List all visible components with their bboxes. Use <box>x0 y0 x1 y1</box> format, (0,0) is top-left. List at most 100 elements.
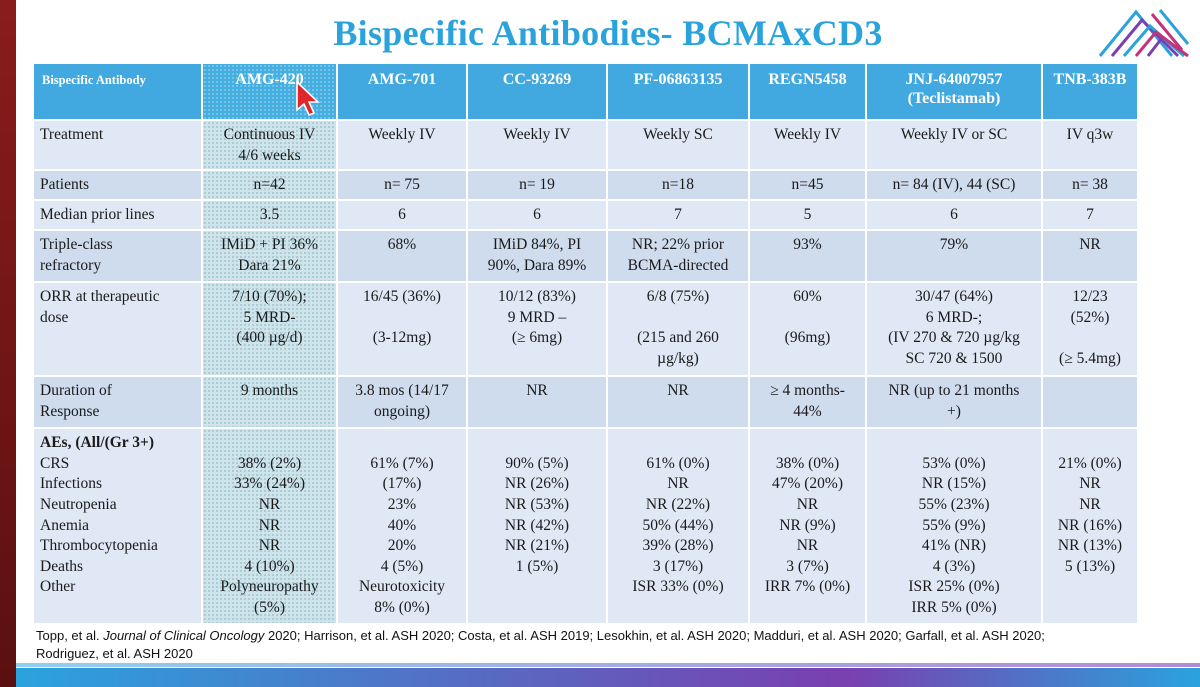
table-cell: 90% (5%) NR (26%) NR (53%) NR (42%) NR (21%)… <box>467 428 608 626</box>
cell-line: NR <box>258 537 281 555</box>
table-cell: Weekly IV <box>749 120 867 172</box>
cell-line: NR (16%) <box>1057 516 1123 534</box>
cell-line: 6 <box>398 206 406 224</box>
row-label-line: Other <box>40 578 76 596</box>
cell-line: (≥ 6mg) <box>511 329 563 347</box>
cell-line: 93% <box>793 236 822 254</box>
cell-line: NR (42%) <box>504 516 570 534</box>
header-row: Bispecific Antibody AMG-420 AMG-701 CC-932… <box>34 64 1139 121</box>
cell-line: 7 <box>1086 206 1094 224</box>
column-header-6: TNB-383B <box>1042 64 1139 121</box>
column-header-4: REGN5458 <box>749 64 867 121</box>
cell-line: NR (15%) <box>921 475 987 493</box>
table-cell: IMiD + PI 36% Dara 21% <box>202 230 338 284</box>
footer-bar <box>16 668 1200 687</box>
cell-line: Neurotoxicity <box>358 578 446 596</box>
cell-line: (215 and 260 <box>637 329 719 347</box>
cell-line: 61% (7%) <box>370 454 434 472</box>
row-label-line: Response <box>40 402 100 420</box>
row-label-line: Deaths <box>40 557 84 575</box>
row-label-line: refractory <box>40 256 102 274</box>
cell-line: (96mg) <box>784 329 831 347</box>
table-cell: 9 months <box>202 376 338 430</box>
cell-line: 6 <box>950 206 958 224</box>
comparison-table: Bispecific Antibody AMG-420 AMG-701 CC-932… <box>34 64 1139 626</box>
table-cell: n= 84 (IV), 44 (SC) <box>866 170 1043 202</box>
table-cell: 6 <box>337 200 468 232</box>
column-header-line: CC-93269 <box>502 71 572 88</box>
cell-line: IMiD + PI 36% <box>220 236 318 254</box>
cell-line: n= 84 (IV), 44 (SC) <box>892 176 1016 194</box>
row-label: Triple-class refractory <box>34 230 203 284</box>
cell-line: NR <box>667 475 689 493</box>
cell-line: IV q3w <box>1066 126 1114 143</box>
footer-accent <box>16 663 1200 667</box>
cell-line: 1 (5%) <box>515 557 559 575</box>
cell-line: 9 months <box>240 382 299 400</box>
table-cell: Weekly IV <box>467 120 608 172</box>
cell-line: (400 µg/d) <box>236 329 303 347</box>
cell-line: NR <box>667 382 689 400</box>
table-cell: n= 75 <box>337 170 468 202</box>
table-cell: Weekly IV <box>337 120 468 172</box>
reference-text-3: Rodriguez, et al. ASH 2020 <box>36 646 193 661</box>
cell-line: 16/45 (36%) <box>363 288 441 306</box>
table-cell: 53% (0%) NR (15%) 55% (23%) 55% (9%) 41% (NR… <box>866 428 1043 626</box>
table-cell: 60% (96mg) <box>749 282 867 378</box>
row-label-line: Anemia <box>40 516 90 534</box>
cell-line: +) <box>947 402 961 420</box>
cell-line: NR (22%) <box>645 495 711 513</box>
row-label-line: Patients <box>40 176 90 194</box>
table-cell: n=45 <box>749 170 867 202</box>
cell-line: 38% (2%) <box>237 454 302 472</box>
row-label-line: Thrombocytopenia <box>40 537 158 555</box>
cell-line: ongoing) <box>374 402 430 420</box>
cell-line: n= 19 <box>519 176 555 194</box>
references: Topp, et al. Journal of Clinical Oncolog… <box>36 627 1196 663</box>
cell-line: NR <box>258 495 281 513</box>
table-cell: 10/12 (83%) 9 MRD – (≥ 6mg) <box>467 282 608 378</box>
cell-line: BCMA-directed <box>627 256 729 274</box>
cell-line: 33% (24%) <box>233 475 306 493</box>
cell-line: ISR 33% (0%) <box>632 578 724 596</box>
cell-line: NR <box>796 537 819 555</box>
cell-line: 55% (9%) <box>922 516 986 534</box>
journal-name: Journal of Clinical Oncology <box>103 628 265 643</box>
table-cell: IV q3w <box>1042 120 1139 172</box>
table-cell: Weekly SC <box>607 120 750 172</box>
cell-line: NR; 22% prior <box>631 236 725 254</box>
cell-line: 90% (5%) <box>505 454 569 472</box>
mouse-pointer-icon <box>296 80 320 117</box>
row-label-line: Treatment <box>40 126 104 143</box>
table-row: Median prior lines 3.5 6 6 7 5 6 7 <box>34 200 1139 232</box>
row-label: ORR at therapeutic dose <box>34 282 203 378</box>
cell-line: Polyneuropathy <box>220 578 319 596</box>
cell-line: Weekly IV <box>503 126 571 143</box>
cell-line: 4 (5%) <box>380 557 424 575</box>
cell-line: NR (26%) <box>504 475 570 493</box>
column-header-line: TNB-383B <box>1053 71 1127 88</box>
cell-line: 7 <box>674 206 682 224</box>
table-cell: 6 <box>467 200 608 232</box>
table-cell: n=18 <box>607 170 750 202</box>
cell-line: SC 720 & 1500 <box>905 349 1003 367</box>
row-label-line: Triple-class <box>40 236 113 254</box>
table-cell: NR <box>467 376 608 430</box>
table-cell: Weekly IV or SC <box>866 120 1043 172</box>
table-row: Duration of Response 9 months 3.8 mos (14/1… <box>34 376 1139 430</box>
cell-line: (5%) <box>254 598 285 616</box>
cell-line: 55% (23%) <box>918 495 990 513</box>
row-label-line: ORR at therapeutic <box>40 288 160 306</box>
cell-line: 30/47 (64%) <box>915 288 993 306</box>
cell-line: Dara 21% <box>238 256 301 274</box>
cell-line: 6 MRD-; <box>925 308 983 326</box>
table-cell: IMiD 84%, PI 90%, Dara 89% <box>467 230 608 284</box>
cell-line: 53% (0%) <box>922 454 986 472</box>
cell-line: 47% (20%) <box>771 475 844 493</box>
cell-line: NR <box>526 382 548 400</box>
cell-line: 4 (10%) <box>244 557 295 575</box>
cell-line: 8% (0%) <box>374 598 430 616</box>
cell-line: IRR 5% (0%) <box>911 598 997 616</box>
cell-line: Weekly IV <box>368 126 436 143</box>
column-header-2: CC-93269 <box>467 64 608 121</box>
